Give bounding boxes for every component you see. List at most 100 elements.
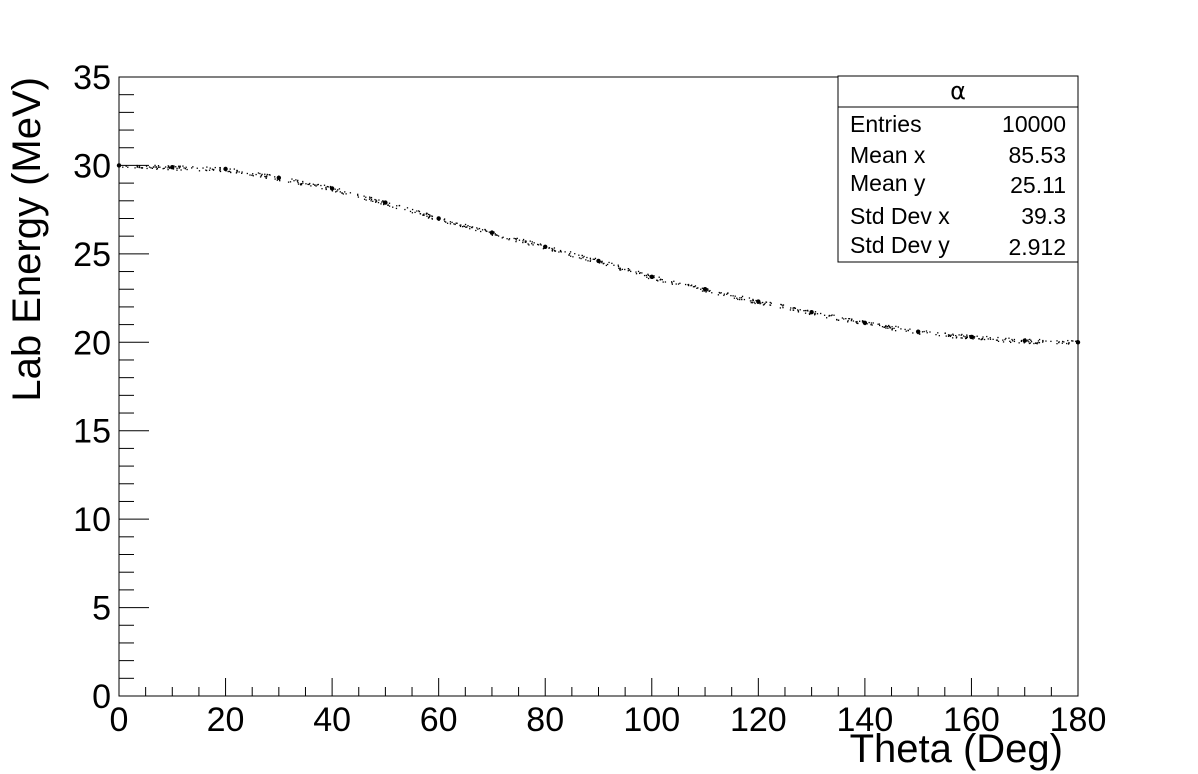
data-point [804,309,807,312]
data-point [529,240,531,242]
data-point [1023,342,1025,344]
data-point [885,324,887,327]
data-point [1013,338,1016,341]
data-point [382,200,384,202]
data-point [720,292,722,294]
data-point [382,201,385,204]
data-point [476,227,478,229]
data-point [357,193,359,195]
data-point [837,319,840,321]
data-point [369,196,371,198]
data-point [871,324,873,326]
data-point [956,336,958,338]
data-point [574,253,576,255]
data-point [701,290,704,292]
data-point [598,260,600,262]
data-point [1012,340,1014,342]
data-point [569,251,572,253]
data-point [265,176,268,178]
data-point [338,188,341,190]
data-point [770,302,772,304]
data-point [146,167,148,170]
data-point [859,320,861,322]
data-point [966,336,968,339]
data-point [502,236,504,238]
data-point [1042,341,1044,343]
data-point [692,286,695,288]
data-point [297,181,299,184]
data-point [471,226,474,228]
data-point [370,196,373,199]
data-point [196,167,198,169]
data-point [955,334,957,337]
data-point [947,335,950,337]
x-tick-label: 40 [313,701,351,739]
data-point [989,338,992,340]
data-point [1018,342,1020,344]
data-point [891,329,893,331]
data-point [983,338,986,341]
data-point [326,185,329,188]
data-point [265,177,267,180]
data-point [268,174,270,176]
data-point [583,255,585,258]
data-point [522,238,525,241]
data-point [861,321,864,323]
data-point [291,178,293,180]
data-point [980,338,982,341]
data-point [419,213,421,215]
data-point [952,337,954,339]
data-point [624,268,626,271]
data-point [646,276,648,278]
data-point [995,339,998,341]
data-point [916,330,919,333]
data-point [525,240,527,242]
data-point [893,327,895,330]
data-point [552,248,554,250]
data-point [739,298,741,301]
data-point [336,190,338,192]
data-point [191,167,193,169]
data-point [881,325,884,328]
data-point [249,174,251,176]
data-point [469,226,471,228]
data-point [1038,342,1041,344]
data-point [492,231,495,233]
data-point [236,170,239,172]
data-point [870,322,873,324]
data-point [238,171,240,173]
data-point [168,166,171,169]
data-point [154,164,156,167]
data-point [935,333,937,336]
data-point [707,288,709,290]
data-point [945,335,947,337]
data-point [958,334,960,336]
data-point [331,190,334,192]
data-point [851,318,853,320]
y-tick-label: 35 [73,59,111,97]
data-point [202,167,204,169]
data-point [589,260,591,262]
data-point [760,302,762,304]
data-point [872,322,874,324]
data-point [168,166,170,168]
data-point [885,327,887,329]
data-point [973,336,976,338]
data-point [794,307,796,309]
data-point [883,326,886,328]
data-point [411,208,414,211]
axis-tick-labels: 0 20 40 60 80 100 120 140 160 180 0 5 10 15 20 25 30 35 [73,59,1106,739]
data-point [780,303,782,306]
data-point [952,333,954,335]
x-axis-title: Theta (Deg) [850,727,1063,771]
data-point [1063,341,1065,343]
data-point [357,194,359,197]
data-point [398,204,401,207]
data-point [653,275,655,277]
data-point [847,321,849,323]
data-point [1056,340,1058,342]
data-point [762,304,765,306]
data-point [425,212,428,214]
data-point [727,292,729,294]
data-point [952,334,955,336]
